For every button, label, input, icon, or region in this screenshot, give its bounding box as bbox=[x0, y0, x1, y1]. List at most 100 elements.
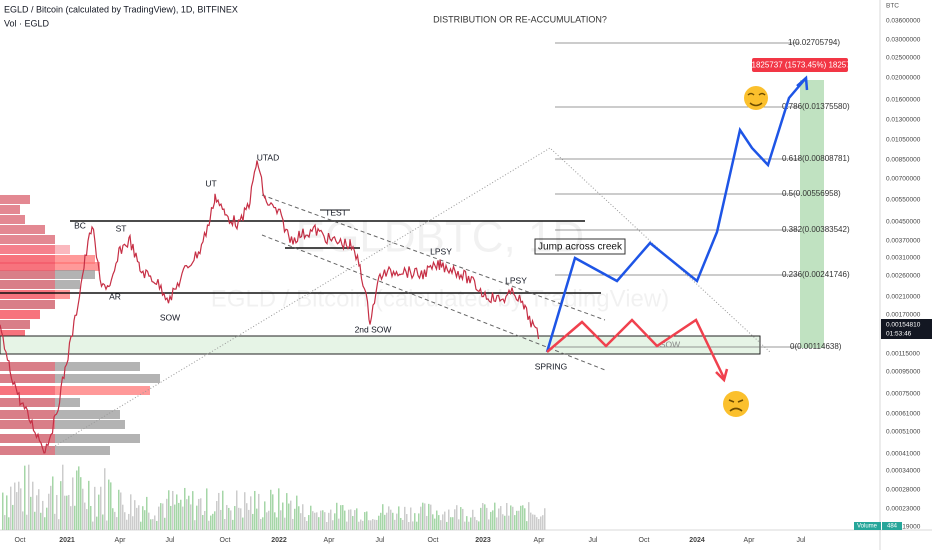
target-badge-text: 0.01825737 (1573.45%) 1825737 bbox=[740, 61, 860, 70]
volume-bar bbox=[24, 465, 26, 530]
volume-bar bbox=[52, 476, 54, 530]
volume-bar bbox=[54, 513, 56, 530]
volume-bar bbox=[128, 513, 130, 530]
volume-bar bbox=[268, 510, 270, 530]
time-label: Apr bbox=[744, 537, 756, 544]
volume-bar bbox=[520, 505, 522, 530]
volume-bar bbox=[86, 509, 88, 530]
wyckoff-label: LPSY bbox=[430, 246, 452, 256]
volume-bar bbox=[428, 503, 430, 530]
volume-bar bbox=[92, 521, 94, 530]
volume-bar bbox=[310, 505, 312, 530]
emoji-sad bbox=[723, 391, 749, 417]
time-label: Jul bbox=[797, 537, 806, 544]
volume-bar bbox=[82, 488, 84, 530]
volume-profile-bar bbox=[0, 362, 140, 371]
volume-bar bbox=[148, 512, 150, 530]
arrow-head bbox=[796, 75, 809, 91]
volume-bar bbox=[474, 516, 476, 530]
volume-bar bbox=[182, 506, 184, 530]
volume-bar bbox=[100, 486, 102, 530]
volume-bar bbox=[172, 490, 174, 530]
volume-bar bbox=[324, 512, 326, 530]
price-label: 0.02500000 bbox=[886, 55, 921, 62]
volume-bar bbox=[276, 517, 278, 530]
volume-bar bbox=[386, 512, 388, 530]
volume-bar bbox=[4, 515, 6, 530]
volume-bar bbox=[96, 516, 98, 530]
volume-bar bbox=[132, 516, 134, 530]
volume-bar bbox=[442, 514, 444, 530]
volume-bar bbox=[248, 509, 250, 530]
volume-bar bbox=[496, 517, 498, 530]
fib-label: 0.786(0.01375580) bbox=[782, 102, 850, 111]
volume-bar bbox=[32, 481, 34, 530]
arrow-head bbox=[715, 368, 729, 383]
volume-bar bbox=[468, 521, 470, 530]
volume-bar bbox=[126, 519, 128, 530]
volume-bar bbox=[180, 499, 182, 530]
price-label: 0.00260000 bbox=[886, 273, 921, 280]
volume-bar bbox=[140, 521, 142, 530]
volume-bar bbox=[426, 515, 428, 530]
volume-bar bbox=[470, 517, 472, 530]
volume-bar bbox=[508, 515, 510, 530]
volume-bar bbox=[406, 514, 408, 530]
time-label: Apr bbox=[324, 537, 336, 544]
time-label: Oct bbox=[220, 537, 231, 544]
volume-bar bbox=[282, 502, 284, 530]
volume-profile-bar bbox=[0, 374, 160, 383]
volume-bar bbox=[192, 491, 194, 530]
price-label: 0.00061000 bbox=[886, 411, 921, 418]
volume-bar bbox=[94, 486, 96, 530]
volume-bar bbox=[36, 495, 38, 530]
volume-bar bbox=[40, 512, 42, 530]
volume-bar bbox=[494, 502, 496, 530]
wyckoff-label: 2nd SOW bbox=[355, 324, 392, 334]
price-label: 0.00850000 bbox=[886, 157, 921, 164]
volume-bar bbox=[208, 520, 210, 530]
volume-bar bbox=[480, 507, 482, 530]
volume-bar bbox=[334, 513, 336, 530]
volume-bar bbox=[436, 510, 438, 530]
volume-bar bbox=[8, 517, 10, 530]
volume-bar bbox=[112, 508, 114, 530]
volume-bar bbox=[254, 490, 256, 530]
volume-bar bbox=[190, 504, 192, 530]
volume-bar bbox=[56, 494, 58, 530]
price-label: 0.02000000 bbox=[886, 75, 921, 82]
volume-profile-bar bbox=[0, 225, 45, 234]
volume-bar bbox=[360, 519, 362, 530]
volume-bar bbox=[286, 493, 288, 530]
volume-bar bbox=[538, 519, 540, 530]
volume-bar bbox=[384, 514, 386, 530]
price-label: 0.03600000 bbox=[886, 18, 921, 25]
volume-bar bbox=[368, 520, 370, 530]
price-label: 0.03000000 bbox=[886, 37, 921, 44]
volume-bar bbox=[506, 503, 508, 530]
volume-bar bbox=[236, 490, 238, 530]
volume-bar bbox=[42, 500, 44, 530]
volume-bar bbox=[46, 507, 48, 530]
volume-bar bbox=[60, 481, 62, 530]
volume-bar bbox=[98, 494, 100, 530]
volume-bar bbox=[124, 512, 126, 530]
volume-bar bbox=[330, 509, 332, 530]
volume-bar bbox=[320, 510, 322, 530]
volume-bar bbox=[332, 520, 334, 530]
triangle-drawing bbox=[44, 147, 771, 453]
callout-box bbox=[534, 238, 626, 255]
time-label: Oct bbox=[639, 537, 650, 544]
volume-bar bbox=[202, 514, 204, 530]
volume-bar bbox=[350, 509, 352, 530]
volume-bar bbox=[346, 521, 348, 530]
volume-bar bbox=[28, 464, 30, 530]
price-label: 0.00210000 bbox=[886, 294, 921, 301]
volume-bar bbox=[280, 510, 282, 530]
volume-bar bbox=[136, 507, 138, 530]
wyckoff-label: UT bbox=[205, 178, 216, 188]
volume-profile-bar bbox=[0, 362, 55, 371]
time-label: Jul bbox=[376, 537, 385, 544]
volume-bar bbox=[154, 515, 156, 530]
volume-bar bbox=[316, 512, 318, 530]
